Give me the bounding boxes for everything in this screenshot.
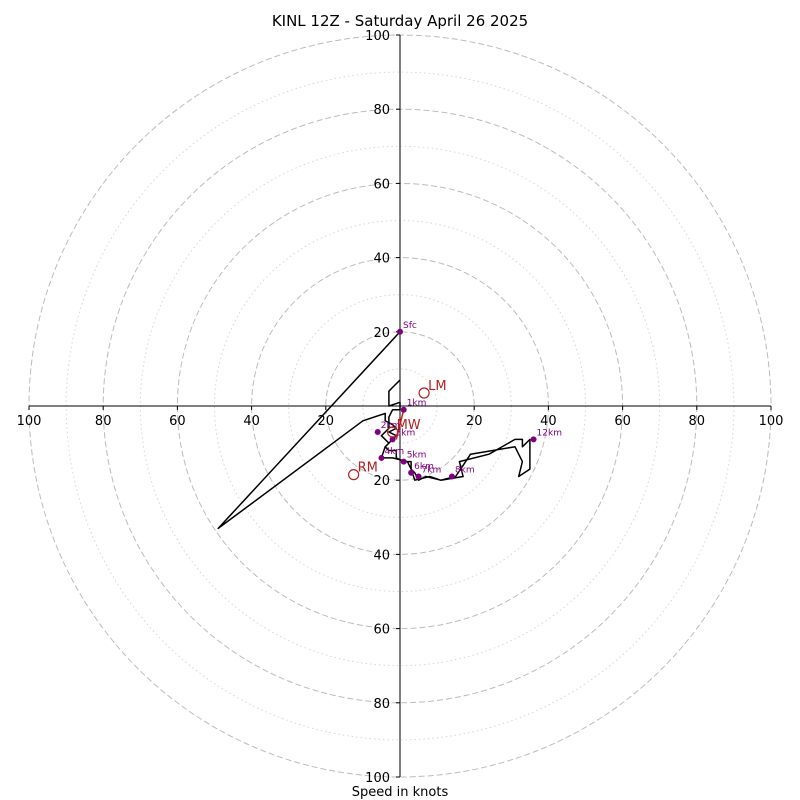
x-tick-label: 100 <box>759 414 784 429</box>
height-marker-label: 8km <box>455 465 475 475</box>
y-tick-label: 20 <box>373 326 390 341</box>
height-marker-dot <box>530 436 537 443</box>
height-marker-dot <box>400 458 407 465</box>
x-tick-label: 20 <box>318 414 335 429</box>
chart-title: KINL 12Z - Saturday April 26 2025 <box>272 12 528 30</box>
height-marker-dot <box>389 436 396 443</box>
storm-motion-markers: LM RM MW <box>348 379 447 481</box>
height-marker-label: 7km <box>422 465 442 475</box>
height-marker-dot <box>415 473 422 480</box>
height-marker-dot <box>378 454 385 461</box>
height-marker-dot <box>400 406 407 413</box>
y-tick-label: 80 <box>373 103 390 118</box>
height-marker-label: 4km <box>384 447 404 457</box>
hodograph-series <box>217 331 531 530</box>
storm-motion-label: MW <box>397 418 421 433</box>
height-marker-label: 3km <box>396 428 416 438</box>
tick-labels: 100 80 60 40 20 20 40 60 80 100 20 40 60 80 100 20 40 60 8… <box>17 29 784 786</box>
y-tick-label: 100 <box>365 29 390 44</box>
height-marker-dot <box>374 428 381 435</box>
height-marker-dot <box>408 469 415 476</box>
height-marker-dot <box>397 328 403 335</box>
height-marker-label: Sfc <box>403 321 417 331</box>
y-tick-label: 40 <box>373 548 390 563</box>
height-marker-label: 5km <box>407 451 427 461</box>
x-tick-label: 20 <box>466 414 483 429</box>
x-tick-label: 60 <box>614 414 631 429</box>
storm-motion-marker <box>348 469 360 481</box>
storm-motion-marker <box>418 387 430 399</box>
x-tick-label: 100 <box>17 414 42 429</box>
x-axis-label: Speed in knots <box>352 785 449 800</box>
height-marker-label: 2km <box>381 421 401 431</box>
y-tick-label: 100 <box>365 771 390 786</box>
x-tick-label: 40 <box>243 414 260 429</box>
y-tick-label: 60 <box>373 623 390 638</box>
x-tick-label: 40 <box>540 414 557 429</box>
wind-profile-line <box>217 331 531 530</box>
height-marker-label: 6km <box>414 462 434 472</box>
height-marker-label: 1km <box>407 399 427 409</box>
y-tick-label: 20 <box>373 474 390 489</box>
storm-motion-label: LM <box>428 379 446 394</box>
x-tick-label: 60 <box>169 414 186 429</box>
height-marker-dot <box>448 473 455 480</box>
y-tick-label: 80 <box>373 697 390 712</box>
y-tick-label: 40 <box>373 252 390 267</box>
x-tick-label: 80 <box>689 414 706 429</box>
x-tick-label: 80 <box>95 414 112 429</box>
storm-motion-label: RM <box>358 461 378 476</box>
y-tick-label: 60 <box>373 177 390 192</box>
storm-motion-marker <box>386 426 399 438</box>
height-marker-label: 12km <box>537 428 562 438</box>
